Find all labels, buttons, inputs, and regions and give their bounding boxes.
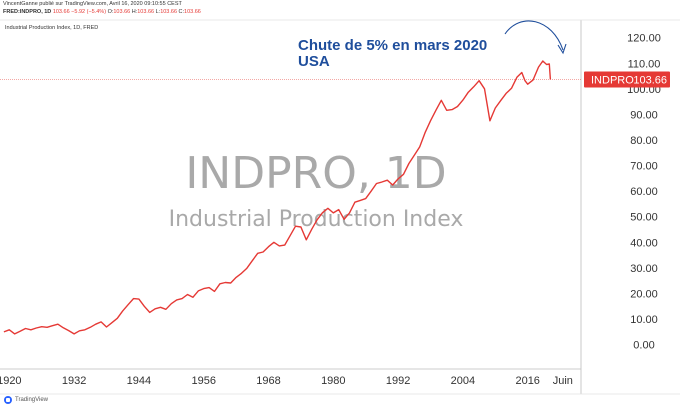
y-tick-label: 40.00 — [630, 237, 658, 249]
open-value: 103.66 — [113, 9, 131, 15]
annotation-text: Chute de 5% en mars 2020 — [298, 37, 487, 54]
close-value: 103.66 — [184, 9, 201, 15]
y-tick-label: 20.00 — [630, 288, 658, 300]
annotation-subtext: USA — [298, 53, 330, 70]
last-price: 103.66 — [52, 9, 70, 15]
x-tick-label: 1944 — [127, 375, 151, 387]
high-value: 103.66 — [137, 9, 155, 15]
series-line-indpro — [3, 60, 552, 335]
chart-legend-title: Industrial Production Index, 1D, FRED — [5, 25, 99, 31]
symbol-header: FRED:INDPRO, 1D 103.66 −5.92 (−5.4%) O:1… — [3, 9, 201, 15]
x-tick-label: Juin — [553, 375, 573, 387]
publish-info: VincentGanne publié sur TradingView.com,… — [3, 1, 182, 7]
low-label: L: — [155, 9, 161, 15]
y-tick-label: 10.00 — [630, 314, 658, 326]
price-tag-label: INDPRO — [591, 74, 634, 86]
y-tick-label: 90.00 — [630, 109, 658, 121]
open-label: O: — [107, 9, 114, 15]
y-tick-label: 30.00 — [630, 263, 658, 275]
y-tick-label: 80.00 — [630, 135, 658, 147]
low-value: 103.66 — [160, 9, 178, 15]
x-tick-label: 2004 — [451, 375, 475, 387]
x-tick-label: 1932 — [62, 375, 86, 387]
footer: TradingView — [4, 396, 48, 404]
tradingview-logo-icon — [4, 396, 12, 404]
x-tick-label: 1956 — [191, 375, 215, 387]
y-tick-label: 70.00 — [630, 161, 658, 173]
x-tick-label: 1968 — [256, 375, 280, 387]
y-tick-label: 110.00 — [628, 58, 661, 70]
symbol-label: FRED:INDPRO, 1D — [3, 9, 52, 15]
x-tick-label: 2016 — [515, 375, 539, 387]
y-tick-label: 0.00 — [633, 340, 654, 352]
annotation-arrowhead-icon — [557, 43, 567, 55]
y-tick-label: 120.00 — [627, 33, 661, 45]
footer-brand: TradingView — [15, 397, 49, 403]
x-tick-label: 1920 — [0, 375, 22, 387]
price-change: −5.92 (−5.4%) — [71, 9, 107, 15]
watermark-description: Industrial Production Index — [169, 207, 464, 232]
watermark-symbol: INDPRO, 1D — [185, 148, 446, 199]
price-tag-value: 103.66 — [633, 74, 667, 86]
annotation-arrow — [504, 20, 564, 51]
high-label: H: — [131, 9, 138, 15]
x-tick-label: 1992 — [386, 375, 410, 387]
price-tag-box — [584, 71, 670, 88]
y-tick-label: 60.00 — [630, 186, 658, 198]
close-label: C: — [178, 9, 185, 15]
y-tick-label: 50.00 — [630, 212, 658, 224]
x-tick-label: 1980 — [321, 375, 345, 387]
